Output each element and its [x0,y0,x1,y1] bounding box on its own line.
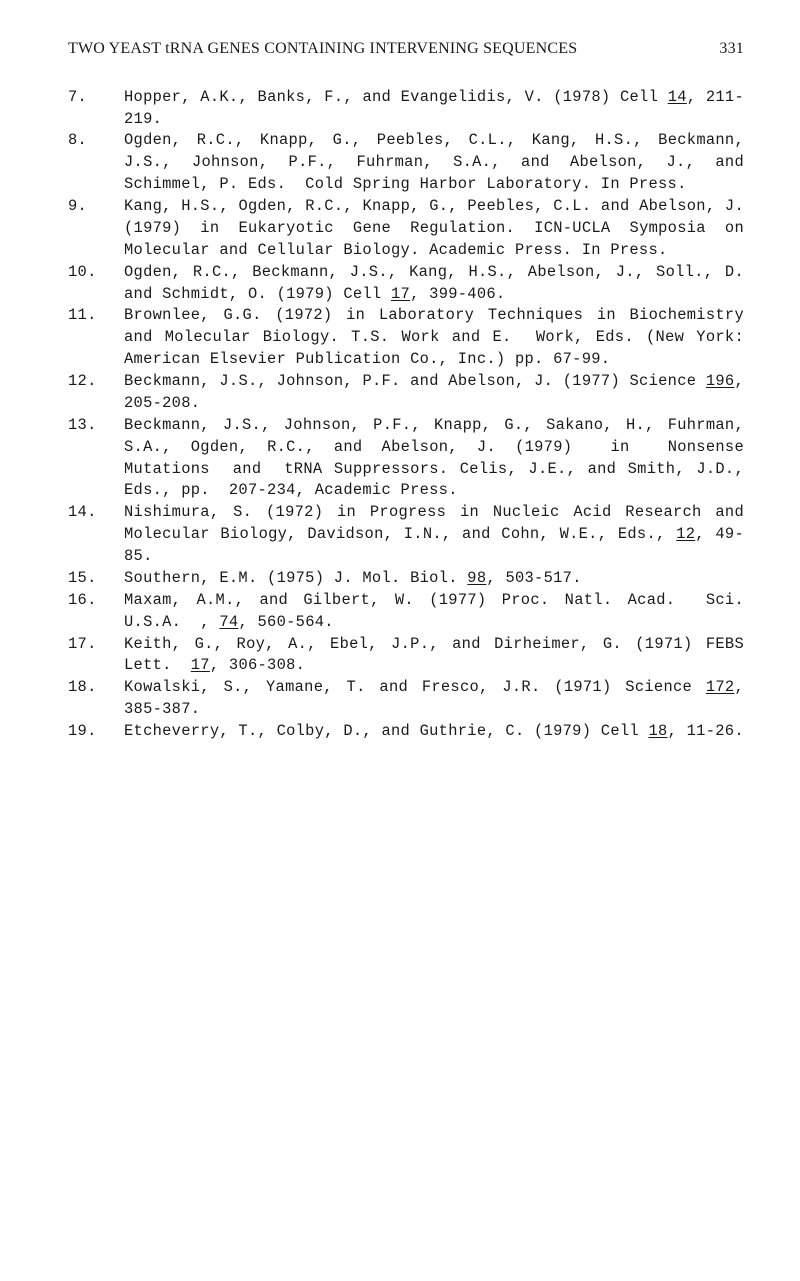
reference-item: 12.Beckmann, J.S., Johnson, P.F. and Abe… [68,371,744,415]
reference-number: 17. [68,634,124,678]
reference-text: Brownlee, G.G. (1972) in Laboratory Tech… [124,305,744,371]
reference-text: Southern, E.M. (1975) J. Mol. Biol. 98, … [124,568,744,590]
reference-number: 12. [68,371,124,415]
reference-item: 14.Nishimura, S. (1972) in Progress in N… [68,502,744,568]
reference-item: 18.Kowalski, S., Yamane, T. and Fresco, … [68,677,744,721]
reference-item: 15.Southern, E.M. (1975) J. Mol. Biol. 9… [68,568,744,590]
reference-item: 10.Ogden, R.C., Beckmann, J.S., Kang, H.… [68,262,744,306]
reference-text: Hopper, A.K., Banks, F., and Evangelidis… [124,87,744,131]
reference-number: 15. [68,568,124,590]
reference-text: Beckmann, J.S., Johnson, P.F., Knapp, G.… [124,415,744,503]
reference-item: 19.Etcheverry, T., Colby, D., and Guthri… [68,721,744,743]
reference-number: 18. [68,677,124,721]
reference-item: 7.Hopper, A.K., Banks, F., and Evangelid… [68,87,744,131]
reference-text: Nishimura, S. (1972) in Progress in Nucl… [124,502,744,568]
reference-number: 8. [68,130,124,196]
reference-item: 17.Keith, G., Roy, A., Ebel, J.P., and D… [68,634,744,678]
reference-item: 13.Beckmann, J.S., Johnson, P.F., Knapp,… [68,415,744,503]
reference-text: Kang, H.S., Ogden, R.C., Knapp, G., Peeb… [124,196,744,262]
reference-text: Ogden, R.C., Beckmann, J.S., Kang, H.S.,… [124,262,744,306]
reference-number: 19. [68,721,124,743]
reference-number: 13. [68,415,124,503]
page-number: 331 [719,38,744,61]
reference-text: Beckmann, J.S., Johnson, P.F. and Abelso… [124,371,744,415]
reference-list: 7.Hopper, A.K., Banks, F., and Evangelid… [68,87,744,743]
reference-number: 16. [68,590,124,634]
reference-number: 9. [68,196,124,262]
reference-text: Keith, G., Roy, A., Ebel, J.P., and Dirh… [124,634,744,678]
reference-item: 9.Kang, H.S., Ogden, R.C., Knapp, G., Pe… [68,196,744,262]
reference-text: Ogden, R.C., Knapp, G., Peebles, C.L., K… [124,130,744,196]
running-header: TWO YEAST tRNA GENES CONTAINING INTERVEN… [68,38,744,61]
reference-number: 14. [68,502,124,568]
reference-number: 7. [68,87,124,131]
reference-item: 11.Brownlee, G.G. (1972) in Laboratory T… [68,305,744,371]
page: TWO YEAST tRNA GENES CONTAINING INTERVEN… [0,0,800,1281]
reference-text: Maxam, A.M., and Gilbert, W. (1977) Proc… [124,590,744,634]
reference-item: 16.Maxam, A.M., and Gilbert, W. (1977) P… [68,590,744,634]
reference-number: 11. [68,305,124,371]
reference-number: 10. [68,262,124,306]
reference-item: 8.Ogden, R.C., Knapp, G., Peebles, C.L.,… [68,130,744,196]
header-title: TWO YEAST tRNA GENES CONTAINING INTERVEN… [68,38,577,61]
reference-text: Kowalski, S., Yamane, T. and Fresco, J.R… [124,677,744,721]
reference-text: Etcheverry, T., Colby, D., and Guthrie, … [124,721,744,743]
